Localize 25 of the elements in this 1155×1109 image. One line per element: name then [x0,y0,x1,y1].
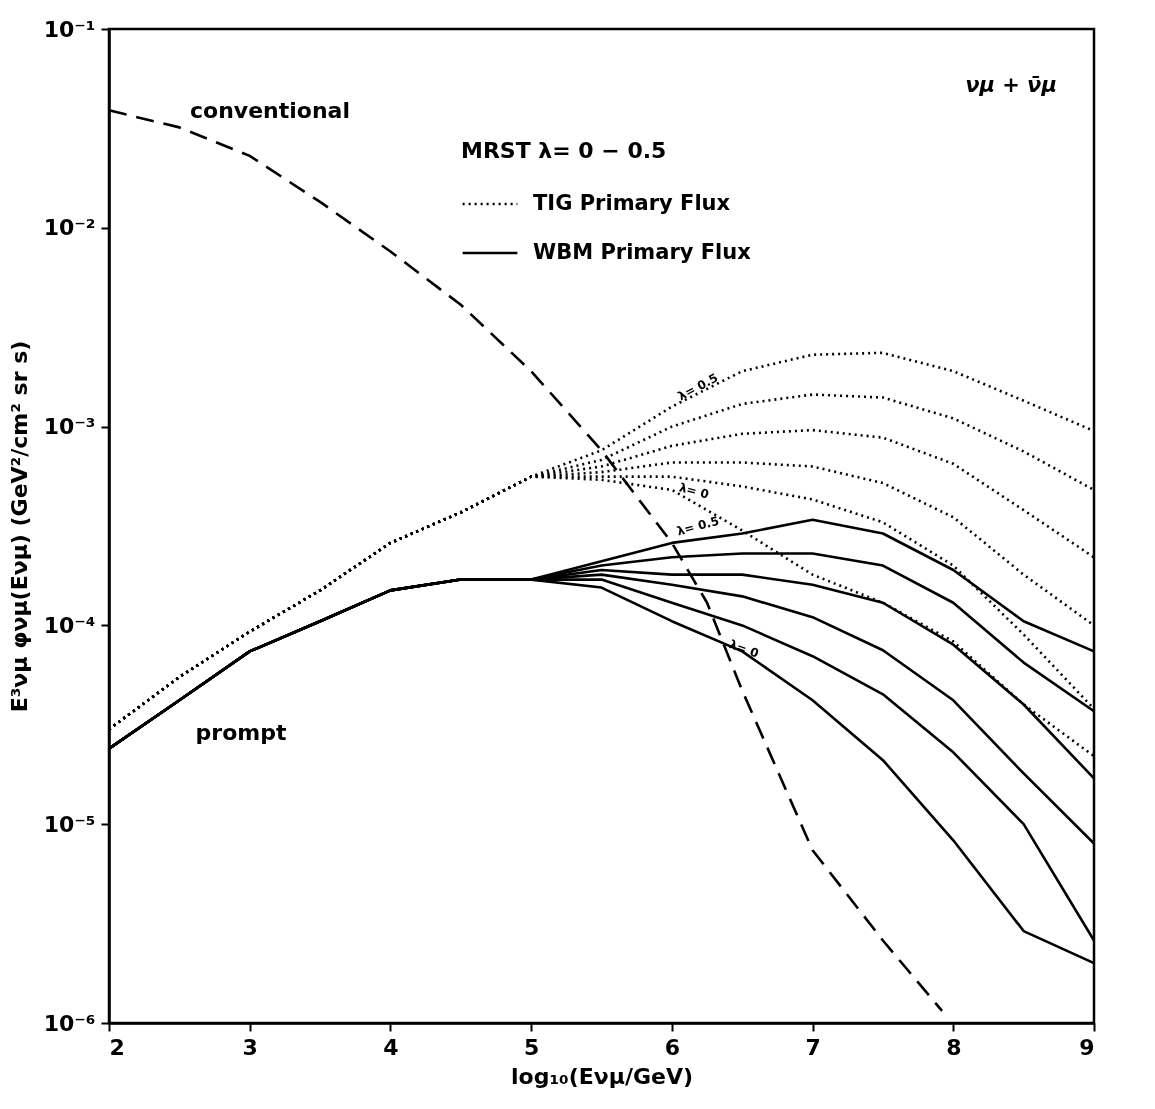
x-tick-label: 7 [805,1034,821,1060]
legend-title: MRST λ= 0 − 0.5 [461,138,667,163]
y-tick-label: 10⁻³ [43,414,96,440]
y-tick-label: 10⁻² [43,215,96,241]
annotation: conventional [190,98,350,123]
y-axis-title: E³νμ φνμ(Eνμ) (GeV²/cm² sr s) [6,340,32,713]
x-tick-label: 8 [946,1034,962,1060]
annotation: λ= 0.5 [675,513,721,539]
x-tick-label: 3 [242,1034,258,1060]
legend-label: WBM Primary Flux [533,240,752,264]
annotation: νμ + ν̄μ [965,73,1057,97]
x-tick-label: 6 [664,1034,681,1060]
y-tick-label: 10⁻⁴ [43,612,96,638]
legend-label: TIG Primary Flux [533,191,731,215]
x-tick-label: 4 [383,1034,399,1060]
x-tick-label: 9 [1079,1034,1095,1060]
y-tick-label: 10⁻⁶ [43,1010,96,1036]
x-axis-title: log₁₀(Eνμ/GeV) [510,1063,694,1089]
annotation: prompt [195,720,287,745]
x-tick-label: 2 [109,1034,125,1060]
y-tick-label: 10⁻¹ [43,16,96,42]
x-tick-label: 5 [523,1034,540,1060]
annotation: λ= 0 [677,480,711,502]
y-tick-label: 10⁻⁵ [43,811,96,837]
annotation: λ= 0.5 [675,370,721,404]
